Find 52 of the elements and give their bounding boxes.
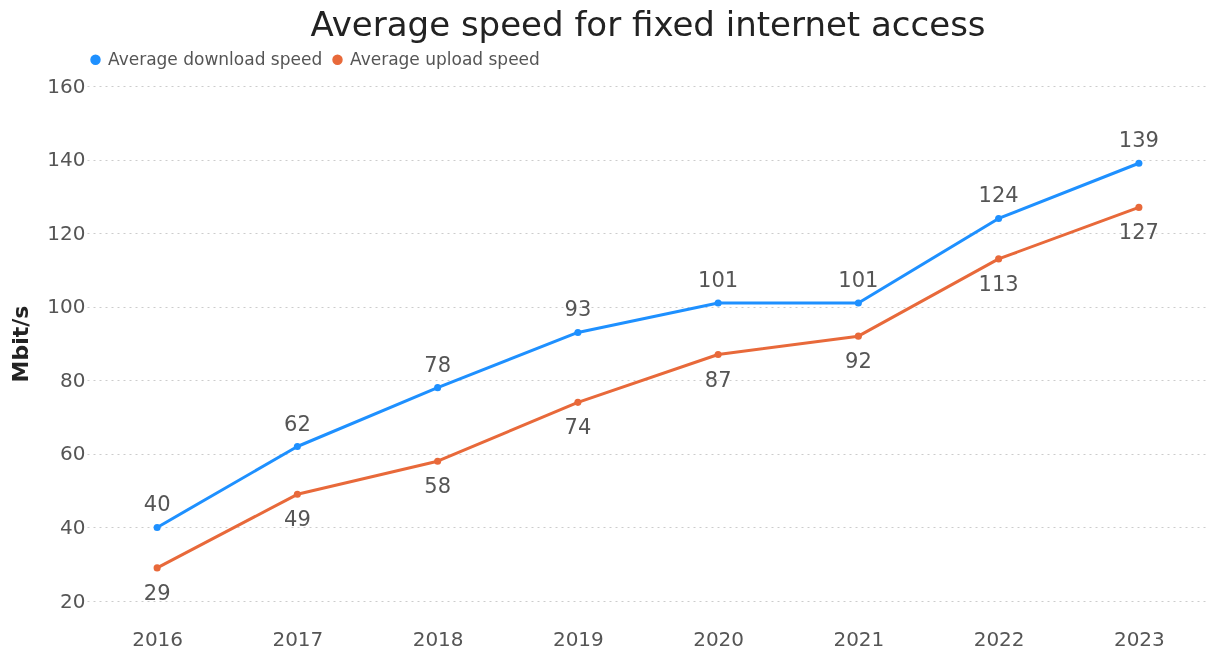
data-label: 40: [143, 492, 171, 517]
point: [293, 490, 301, 498]
data-label: 127: [1118, 220, 1159, 245]
data-label: 113: [978, 271, 1019, 296]
data-label: 92: [845, 349, 872, 374]
x-tick-label: 2017: [272, 626, 324, 651]
y-tick-label: 100: [47, 294, 86, 319]
point: [995, 255, 1003, 263]
data-label: 101: [698, 268, 739, 293]
data-label: 29: [143, 580, 171, 605]
x-tick-label: 2023: [1113, 626, 1165, 651]
x-tick-label: 2021: [833, 626, 885, 651]
y-tick-label: 40: [60, 514, 86, 539]
point: [434, 384, 442, 392]
point: [434, 457, 442, 465]
data-label: 124: [978, 183, 1019, 208]
point: [574, 398, 582, 406]
x-tick-label: 2016: [132, 626, 184, 651]
point: [854, 332, 862, 340]
data-label: 139: [1118, 128, 1159, 153]
y-tick-label: 60: [60, 441, 86, 466]
data-label: 58: [424, 474, 451, 499]
x-tick-label: 2020: [693, 626, 745, 651]
legend-label: Average upload speed: [350, 48, 540, 69]
x-tick-label: 2018: [412, 626, 464, 651]
point: [714, 351, 722, 359]
y-tick-label: 80: [60, 367, 86, 392]
x-tick-label: 2019: [552, 626, 604, 651]
data-label: 93: [564, 297, 592, 322]
y-tick-label: 160: [47, 73, 86, 98]
point: [574, 328, 582, 336]
data-label: 78: [424, 352, 451, 377]
data-label: 101: [838, 268, 879, 293]
legend-label: Average download speed: [108, 48, 323, 69]
y-axis-title: Mbit/s: [8, 305, 34, 383]
point: [153, 523, 161, 531]
y-tick-label: 120: [47, 220, 86, 245]
point: [714, 299, 722, 307]
data-label: 49: [284, 507, 311, 532]
x-tick-label: 2022: [973, 626, 1025, 651]
data-label: 87: [704, 367, 732, 392]
point: [854, 299, 862, 307]
y-tick-label: 20: [60, 588, 86, 613]
point: [1135, 203, 1143, 211]
data-label: 62: [284, 411, 311, 436]
point: [1135, 159, 1143, 167]
chart-title: Average speed for fixed internet access: [310, 4, 986, 44]
point: [153, 564, 161, 572]
point: [995, 214, 1003, 222]
point: [293, 442, 301, 451]
y-tick-label: 140: [47, 147, 86, 172]
data-label: 74: [564, 415, 592, 440]
